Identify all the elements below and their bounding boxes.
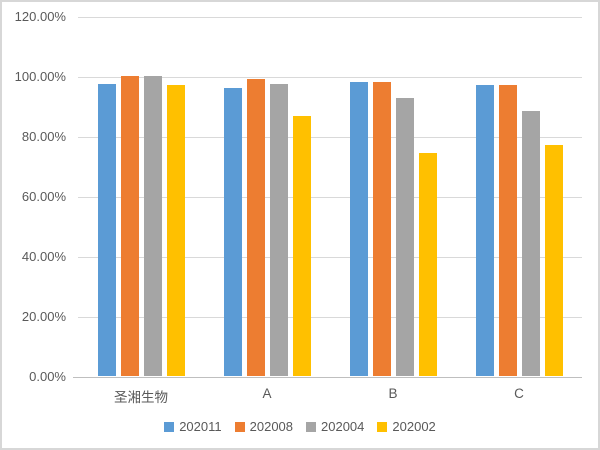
bar-202002-C: [545, 145, 563, 376]
bar-202011-C: [476, 85, 494, 376]
legend-item-202002: 202002: [377, 419, 436, 434]
legend-label: 202011: [179, 419, 222, 434]
y-tick-label: 60.00%: [21, 189, 66, 204]
legend-swatch-icon: [377, 421, 388, 432]
legend-label: 202002: [392, 419, 436, 434]
bar-202011-A: [224, 88, 242, 376]
bar-202002-圣湘生物: [167, 85, 185, 376]
legend-item-202008: 202008: [234, 419, 294, 434]
gridline: [78, 317, 582, 318]
x-category-label: A: [262, 386, 272, 401]
bar-202004-A: [270, 84, 288, 376]
legend-swatch-icon: [164, 421, 175, 432]
gridline: [78, 17, 582, 18]
legend-item-202011: 202011: [164, 419, 222, 434]
x-category-label: 圣湘生物: [114, 390, 168, 405]
x-axis-line: [73, 377, 582, 378]
y-tick-label: 80.00%: [21, 129, 66, 144]
legend: 202011 202008 202004 202002: [2, 419, 598, 434]
x-category-label: B: [388, 386, 398, 401]
bar-202002-A: [293, 116, 311, 376]
bar-202008-C: [499, 85, 517, 376]
y-tick-label: 100.00%: [14, 69, 66, 84]
legend-label: 202008: [249, 419, 294, 434]
bar-202004-圣湘生物: [144, 76, 162, 376]
y-tick-label: 0.00%: [29, 369, 66, 384]
plot-area: [78, 17, 582, 377]
x-category-label: C: [514, 386, 524, 401]
gridline: [78, 257, 582, 258]
bar-202008-圣湘生物: [121, 76, 139, 376]
bar-202002-B: [419, 153, 437, 376]
legend-item-202004: 202004: [306, 419, 364, 434]
y-tick-label: 40.00%: [21, 249, 66, 264]
legend-label: 202004: [321, 419, 365, 434]
gridline: [78, 137, 582, 138]
gridline: [78, 77, 582, 78]
bar-202011-B: [350, 82, 368, 376]
bar-202004-C: [522, 111, 540, 376]
y-tick-label: 120.00%: [14, 9, 66, 24]
gridline: [78, 197, 582, 198]
y-tick-label: 20.00%: [21, 309, 66, 324]
legend-swatch-icon: [234, 421, 245, 432]
bar-202011-圣湘生物: [98, 84, 116, 376]
bar-202004-B: [396, 98, 414, 376]
bar-202008-A: [247, 79, 265, 376]
bar-202008-B: [373, 82, 391, 376]
legend-swatch-icon: [306, 421, 317, 432]
